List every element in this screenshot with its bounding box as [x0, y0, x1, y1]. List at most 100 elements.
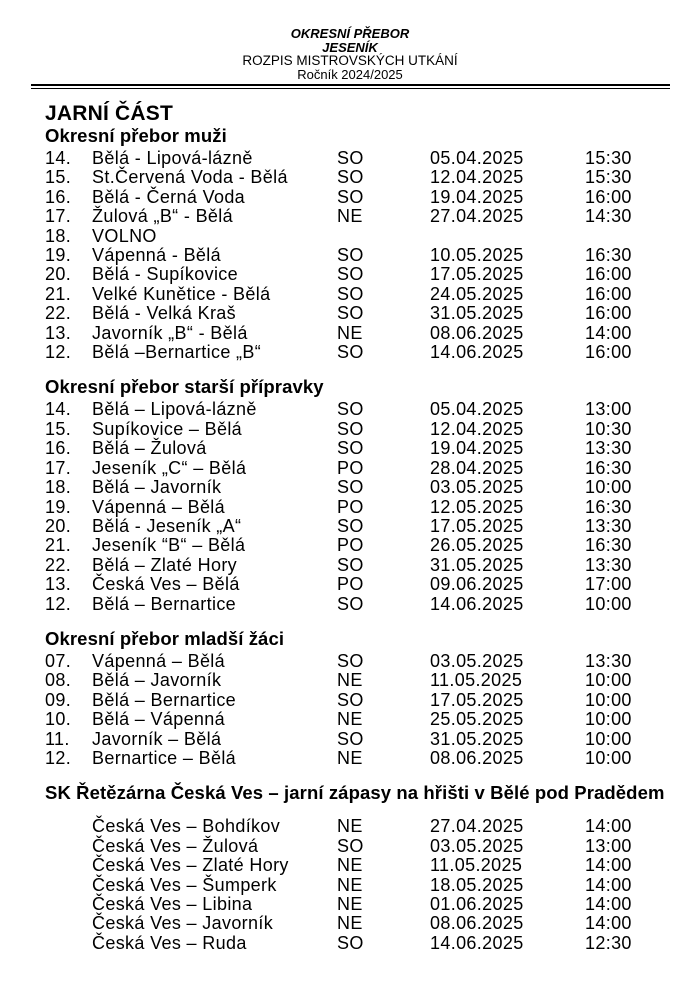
- sections-container: Okresní přebor muži 14. Bělá - Lipová-lá…: [45, 125, 682, 953]
- section-rows: 14. Bělá – Lipová-lázně SO 05.04.2025 13…: [45, 399, 682, 614]
- match-teams: Česká Ves – Bohdíkov: [92, 816, 281, 837]
- match-number: 10.: [45, 709, 72, 730]
- match-number: 18.: [45, 477, 72, 498]
- match-time: 14:00: [585, 322, 632, 343]
- match-row: Česká Ves – Ruda SO 14.06.2025 12:30: [45, 932, 682, 953]
- match-time: 14:00: [585, 913, 632, 934]
- match-row: 22. Bělá – Zlaté Hory SO 31.05.2025 13:3…: [45, 554, 682, 575]
- match-day: SO: [337, 399, 364, 420]
- match-number: 09.: [45, 689, 72, 710]
- match-row: Česká Ves – Šumperk NE 18.05.2025 14:00: [45, 874, 682, 895]
- match-teams: Velké Kunětice - Bělá: [92, 283, 271, 304]
- match-teams: Vápenná – Bělá: [92, 496, 226, 517]
- match-teams: Bělá - Jeseník „A“: [92, 515, 242, 536]
- match-date: 14.06.2025: [430, 932, 524, 953]
- section-rows: 14. Bělá - Lipová-lázně SO 05.04.2025 15…: [45, 148, 682, 363]
- match-date: 08.06.2025: [430, 747, 524, 768]
- match-row: Česká Ves – Zlaté Hory NE 11.05.2025 14:…: [45, 855, 682, 875]
- match-time: 16:30: [585, 245, 632, 266]
- match-day: PO: [337, 535, 364, 556]
- match-teams: Bělá – Žulová: [92, 438, 207, 459]
- match-number: [45, 934, 92, 953]
- match-teams: Vápenná - Bělá: [92, 245, 221, 266]
- match-number: 16.: [45, 438, 72, 459]
- match-row: 17. Žulová „B“ - Bělá NE 27.04.2025 14:3…: [45, 206, 682, 227]
- match-day: SO: [337, 554, 364, 575]
- match-teams: Bělá - Supíkovice: [92, 264, 239, 285]
- match-row: 21. Jeseník “B“ – Bělá PO 26.05.2025 16:…: [45, 535, 682, 556]
- match-day: NE: [337, 747, 363, 768]
- match-day: NE: [337, 874, 363, 895]
- match-date: 08.06.2025: [430, 913, 524, 934]
- match-teams: Jeseník „C“ – Bělá: [92, 457, 247, 478]
- match-date: 19.04.2025: [430, 186, 524, 207]
- match-time: 14:00: [585, 816, 632, 837]
- section-title: Okresní přebor muži: [45, 125, 227, 146]
- schedule-subtitle: ROZPIS MISTROVSKÝCH UTKÁNÍ: [242, 53, 458, 68]
- match-date: 08.06.2025: [430, 322, 524, 343]
- match-date: 03.05.2025: [430, 650, 524, 671]
- match-time: 16:30: [585, 535, 632, 556]
- match-date: 12.04.2025: [430, 167, 524, 188]
- match-number: 11.: [45, 728, 70, 749]
- match-number: 12.: [45, 593, 72, 614]
- match-time: 10:00: [585, 728, 632, 749]
- match-time: 10:30: [585, 418, 632, 439]
- match-time: 16:00: [585, 264, 632, 285]
- match-date: 05.04.2025: [430, 399, 524, 420]
- match-date: 14.06.2025: [430, 342, 524, 363]
- schedule-section: Okresní přebor starší přípravky 14. Bělá…: [45, 376, 682, 613]
- match-number: 19.: [45, 245, 72, 266]
- match-number: 08.: [45, 670, 72, 691]
- match-number: 07.: [45, 650, 72, 671]
- match-time: 15:30: [585, 148, 632, 168]
- match-row: 13. Javorník „B“ - Bělá NE 08.06.2025 14…: [45, 322, 682, 343]
- match-date: 25.05.2025: [430, 709, 524, 730]
- match-date: 31.05.2025: [430, 303, 524, 324]
- match-day: PO: [337, 574, 364, 595]
- match-time: 14:00: [585, 894, 632, 914]
- match-day: NE: [337, 816, 363, 837]
- match-day: SO: [337, 477, 364, 498]
- match-time: 10:00: [585, 593, 632, 614]
- match-date: 01.06.2025: [430, 894, 524, 914]
- match-teams: Javorník „B“ - Bělá: [92, 322, 248, 343]
- match-time: 13:30: [585, 650, 632, 671]
- match-time: 16:00: [585, 283, 632, 304]
- match-day: SO: [337, 438, 364, 459]
- match-number: [45, 837, 92, 856]
- match-day: SO: [337, 186, 364, 207]
- match-row: 10. Bělá – Vápenná NE 25.05.2025 10:00: [45, 709, 682, 730]
- page-title: JARNÍ ČÁST: [45, 102, 174, 125]
- match-time: [585, 227, 682, 246]
- match-date: 03.05.2025: [430, 477, 524, 498]
- match-day: SO: [337, 835, 364, 856]
- match-number: 15.: [45, 418, 72, 439]
- match-teams: Česká Ves – Bělá: [92, 574, 240, 595]
- match-time: 16:00: [585, 186, 632, 207]
- match-row: 16. Bělá – Žulová SO 19.04.2025 13:30: [45, 438, 682, 459]
- match-teams: Bělá – Bernartice: [92, 593, 237, 614]
- match-row: 15. St.Červená Voda - Bělá SO 12.04.2025…: [45, 167, 682, 188]
- match-teams: St.Červená Voda - Bělá: [92, 167, 288, 188]
- match-time: 13:30: [585, 554, 632, 575]
- match-date: 03.05.2025: [430, 835, 524, 856]
- header-divider-rule: [31, 84, 670, 89]
- competition-name: OKRESNÍ PŘEBOR: [290, 26, 410, 41]
- match-number: 21.: [45, 283, 72, 304]
- match-row: 11. Javorník – Bělá SO 31.05.2025 10:00: [45, 728, 682, 749]
- match-row: 12. Bělá – Bernartice SO 14.06.2025 10:0…: [45, 593, 682, 614]
- schedule-section: Okresní přebor muži 14. Bělá - Lipová-lá…: [45, 125, 682, 362]
- match-row: 19. Vápenná - Bělá SO 10.05.2025 16:30: [45, 245, 682, 266]
- match-time: 13:00: [585, 835, 632, 856]
- match-teams: Bělá – Javorník: [92, 477, 222, 498]
- match-day: PO: [337, 496, 364, 517]
- match-number: 21.: [45, 535, 72, 556]
- match-number: 17.: [45, 457, 72, 478]
- match-teams: Žulová „B“ - Bělá: [92, 206, 233, 227]
- match-teams: Česká Ves – Žulová: [92, 835, 259, 856]
- match-day: NE: [337, 913, 363, 934]
- match-time: 17:00: [585, 574, 632, 595]
- match-date: 18.05.2025: [430, 874, 524, 895]
- match-date: 11.05.2025: [430, 670, 523, 691]
